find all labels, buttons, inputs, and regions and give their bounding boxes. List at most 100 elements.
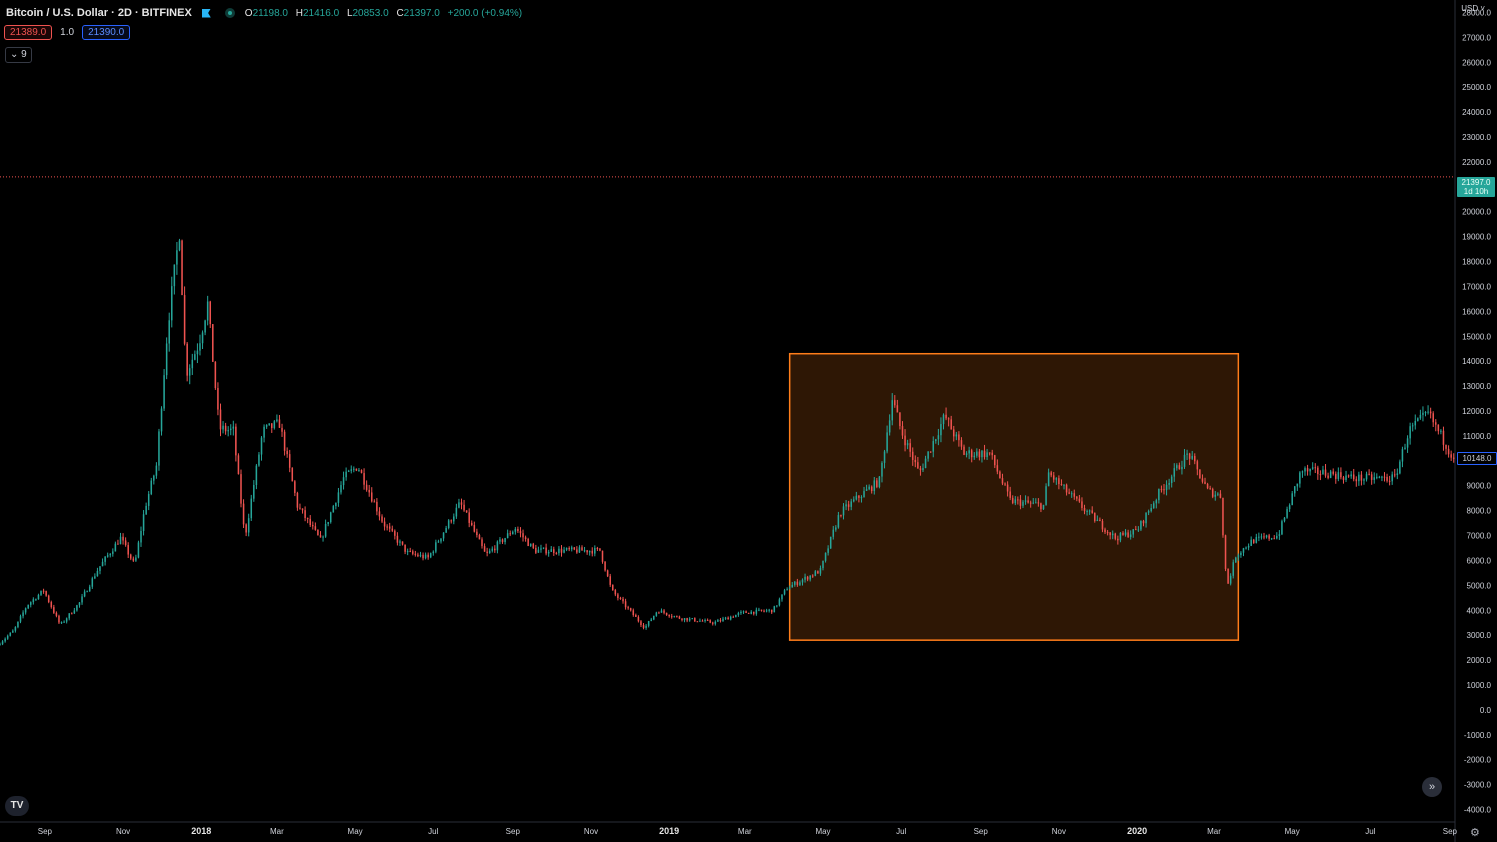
time-tick-label: May	[348, 827, 363, 836]
candle-body	[870, 486, 873, 492]
time-tick-label: Sep	[38, 827, 53, 836]
candle-body	[373, 501, 376, 503]
candle-body	[1052, 475, 1055, 480]
candle-body	[29, 602, 32, 605]
candle-body	[604, 561, 606, 571]
candle-body	[478, 535, 481, 540]
candle-body	[704, 620, 706, 622]
candle-body	[1094, 512, 1096, 521]
candle-body	[109, 553, 112, 556]
time-tick-label: Sep	[506, 827, 521, 836]
candle-body	[258, 454, 260, 466]
candle-body	[678, 616, 681, 619]
candle-body	[396, 535, 399, 543]
candle-body	[273, 421, 276, 429]
candle-body	[370, 492, 373, 502]
candle-body	[632, 610, 635, 615]
price-tick-label: 20000.0	[1462, 208, 1491, 217]
candle-body	[22, 612, 24, 617]
candle-body	[596, 548, 599, 550]
candle-body	[265, 424, 268, 427]
candle-body	[1142, 520, 1145, 524]
candle-body	[1022, 501, 1024, 506]
tradingview-logo-icon[interactable]: TV	[5, 796, 29, 816]
candle-body	[781, 594, 783, 600]
symbol-title[interactable]: Bitcoin / U.S. Dollar · 2D · BITFINEX	[6, 7, 192, 19]
candle-body	[1388, 480, 1391, 482]
candle-body	[406, 551, 409, 553]
price-tick-label: 9000.0	[1467, 482, 1492, 491]
candle-body	[1365, 473, 1368, 480]
candle-body	[1358, 474, 1360, 482]
trade-panel: 21389.0 1.0 21390.0	[4, 25, 131, 40]
candle-body	[1183, 454, 1186, 467]
candle-body	[235, 426, 237, 456]
candle-body	[1168, 482, 1170, 485]
price-tick-label: 7000.0	[1467, 532, 1492, 541]
candle-body	[1299, 472, 1301, 484]
candle-body	[1181, 466, 1183, 470]
candle-body	[906, 443, 909, 446]
candle-body	[1224, 535, 1227, 569]
candle-body	[1263, 536, 1265, 538]
buy-button[interactable]: 21390.0	[82, 25, 131, 40]
candle-body	[629, 608, 632, 611]
open-value: 21198.0	[252, 7, 288, 19]
candle-body	[263, 426, 265, 438]
marked-price-tag: 10148.0	[1457, 452, 1497, 465]
candle-body	[383, 521, 386, 527]
candle-body	[850, 501, 852, 507]
candle-body	[609, 576, 611, 585]
candle-body	[640, 621, 642, 626]
candle-body	[1124, 532, 1127, 535]
candle-body	[847, 504, 850, 507]
candle-body	[994, 455, 996, 466]
candle-body	[527, 539, 529, 547]
current-price-value: 21397.0	[1461, 178, 1491, 187]
currency-selector[interactable]: USD ˅	[1461, 4, 1485, 13]
candle-body	[424, 554, 427, 559]
candle-body	[868, 486, 870, 490]
candle-body	[794, 581, 796, 585]
close-label: C	[396, 7, 404, 19]
indicators-collapse-button[interactable]: ⌄ 9	[5, 47, 32, 63]
flag-icon[interactable]	[201, 8, 211, 18]
candle-body	[1222, 497, 1224, 536]
candle-body	[1319, 474, 1322, 476]
candle-body	[737, 613, 740, 615]
candle-body	[1360, 474, 1363, 481]
candle-body	[368, 489, 370, 493]
candle-body	[214, 361, 217, 389]
candle-body	[501, 539, 504, 543]
candle-body	[524, 537, 527, 540]
candle-body	[776, 605, 778, 607]
candle-body	[1109, 532, 1111, 536]
candle-body	[271, 423, 273, 429]
scroll-to-realtime-icon[interactable]: »	[1422, 777, 1442, 797]
candle-body	[12, 630, 14, 633]
candle-body	[1281, 521, 1283, 535]
candle-body	[429, 553, 432, 558]
sell-button[interactable]: 21389.0	[4, 25, 53, 40]
candle-body	[983, 450, 986, 457]
candle-body	[1140, 520, 1142, 530]
candle-body	[176, 250, 178, 265]
candle-body	[437, 541, 440, 543]
candle-body	[324, 523, 327, 537]
gear-icon[interactable]: ⚙	[1470, 827, 1480, 839]
candle-body	[1232, 562, 1234, 576]
candle-body	[76, 605, 78, 611]
candle-body	[991, 452, 993, 456]
candle-body	[1035, 502, 1037, 504]
candle-body	[1045, 486, 1047, 505]
candle-body	[1355, 479, 1358, 482]
candle-body	[504, 538, 506, 543]
candle-body	[1014, 499, 1017, 504]
current-price-tag: 21397.0 1d 10h	[1457, 177, 1495, 197]
candle-body	[306, 517, 309, 519]
candle-body	[1152, 503, 1155, 509]
time-tick-label: 2018	[191, 826, 211, 836]
candle-body	[342, 477, 345, 486]
candle-body	[314, 526, 317, 530]
